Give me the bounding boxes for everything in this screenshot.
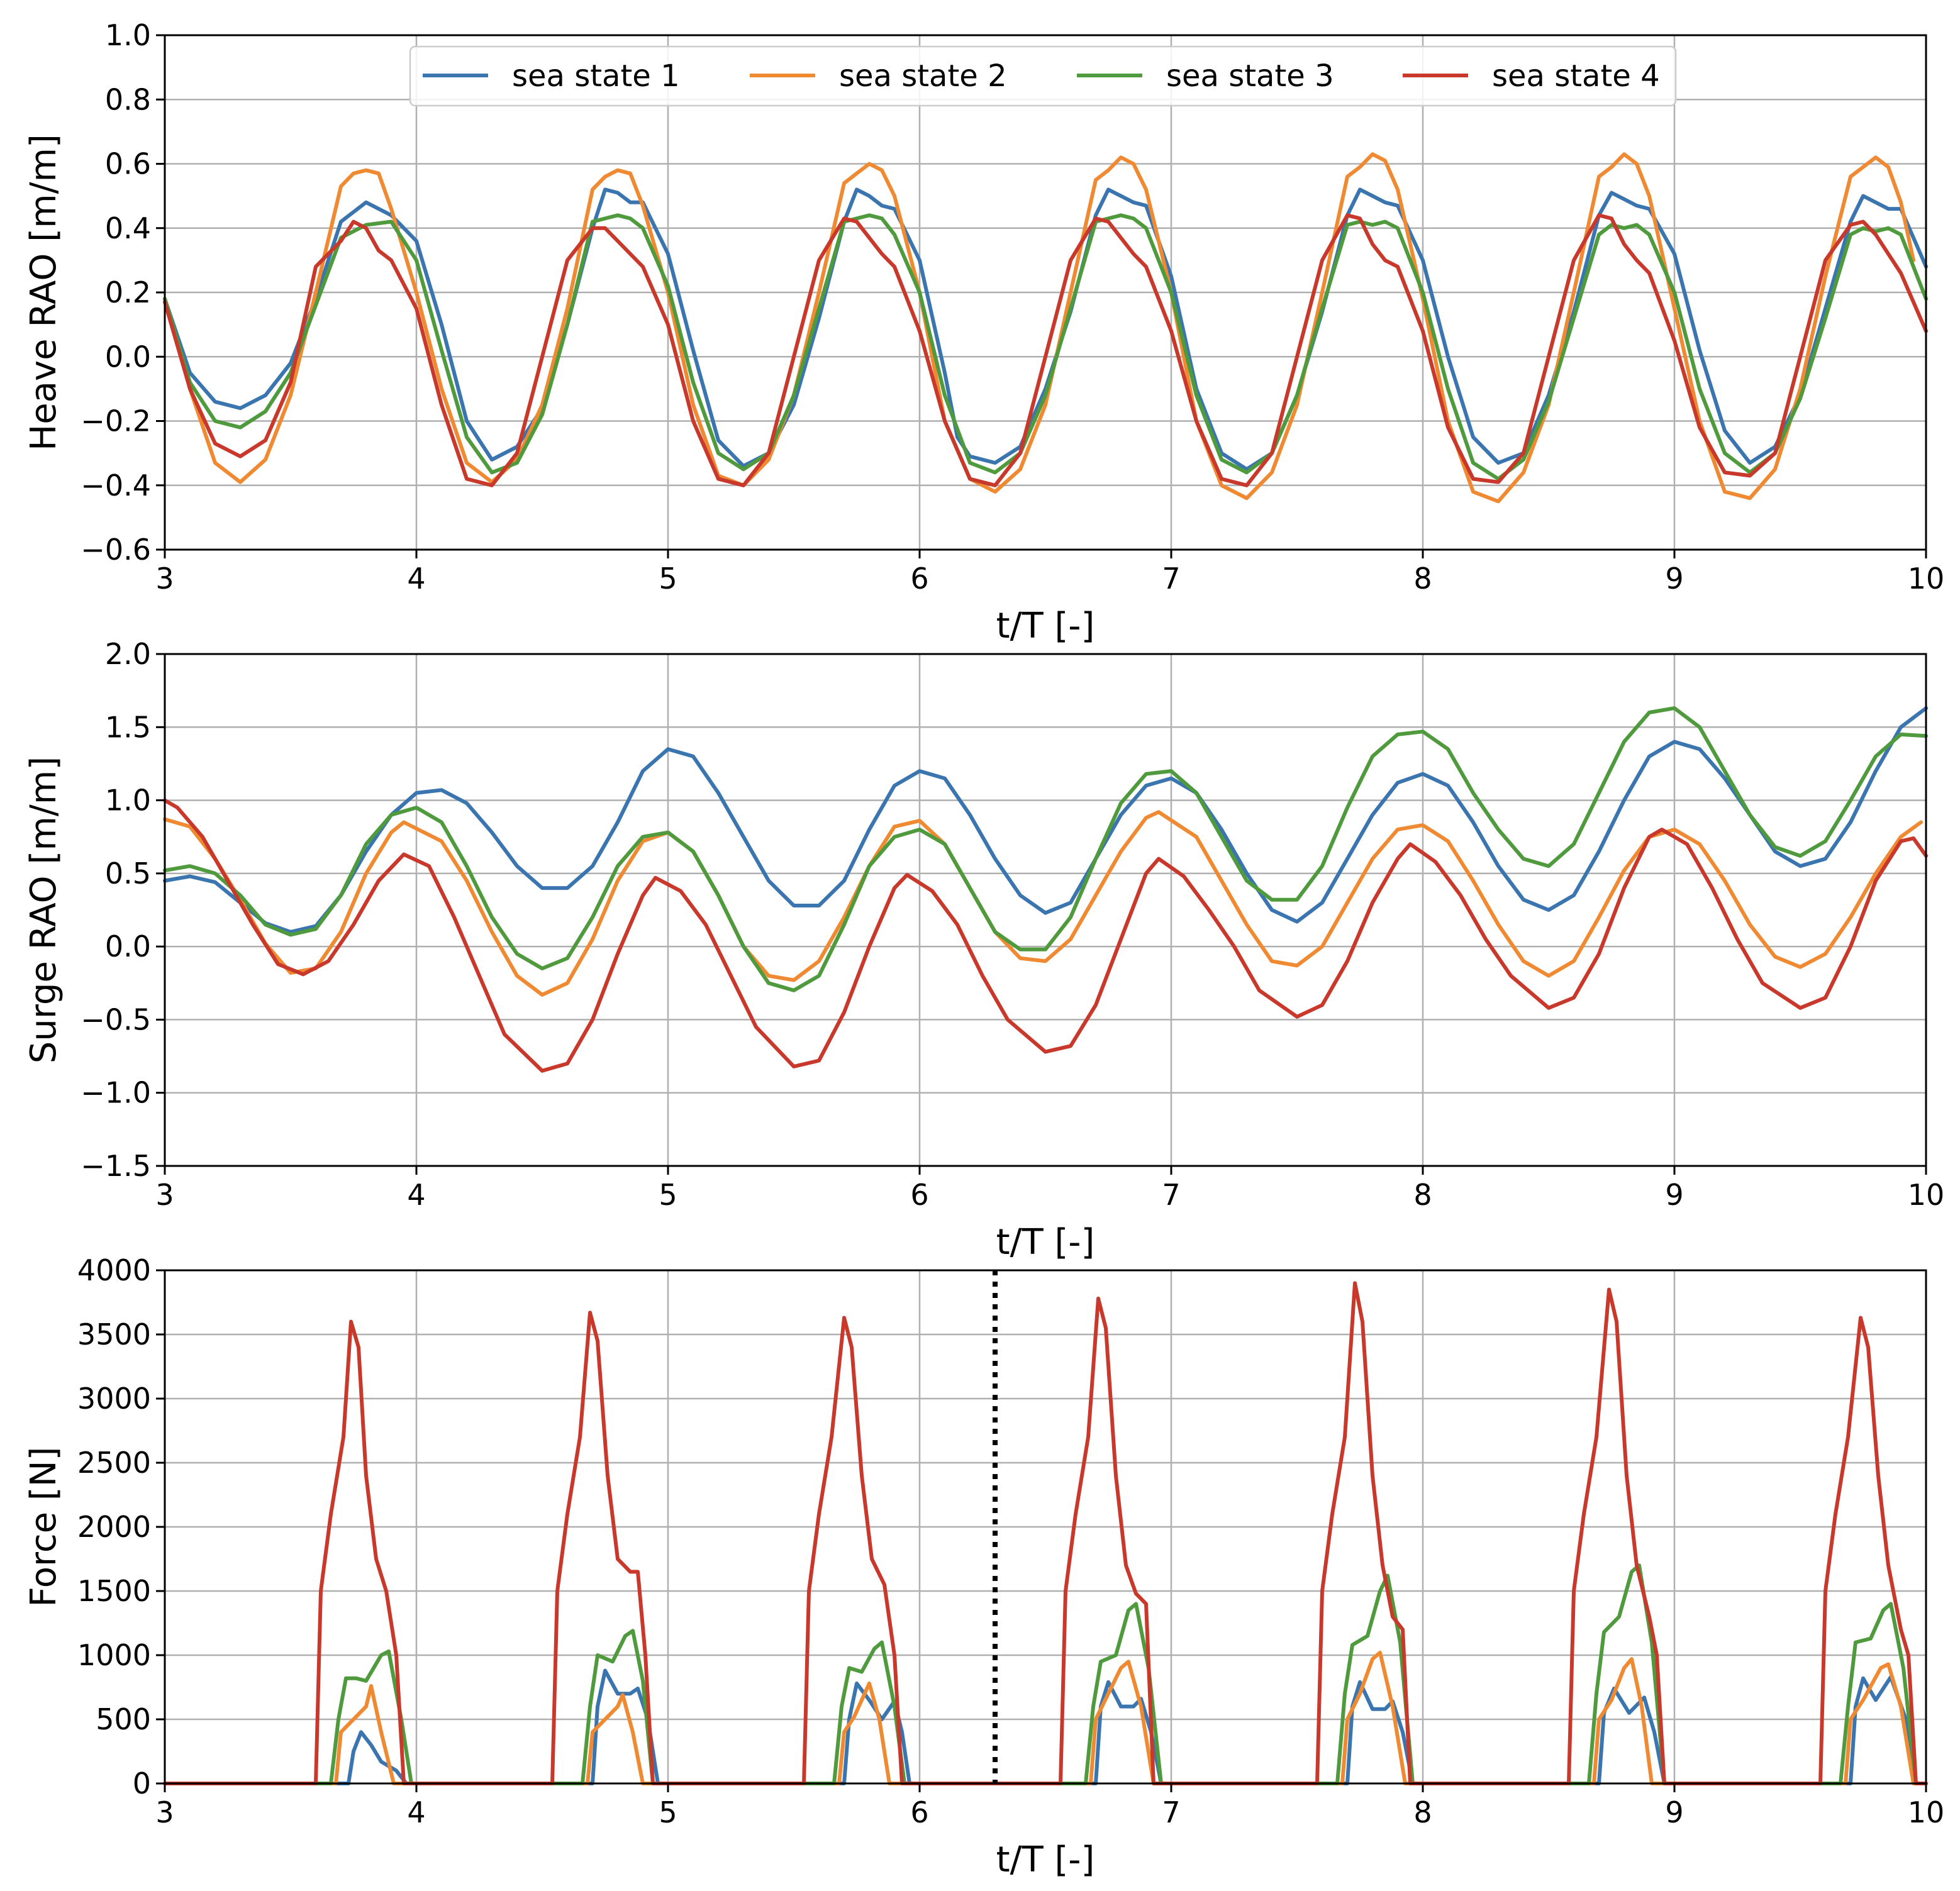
legend: sea state 1 sea state 2 sea state 3 sea sta… bbox=[409, 45, 1677, 107]
x-tick-label: 6 bbox=[910, 1795, 928, 1829]
x-tick-label: 3 bbox=[155, 562, 174, 596]
x-tick-label: 6 bbox=[910, 562, 928, 596]
x-axis-label: t/T [-] bbox=[996, 1839, 1095, 1880]
chart-panel-surge: 3 4 5 6 7 8 9 10 −1.5 −1.0 −0.5 0.0 0.5 1.0 1.5 2.0 t/T … bbox=[23, 637, 1944, 1263]
series-line-sea-state-2 bbox=[163, 152, 1915, 504]
x-axis-label: t/T [-] bbox=[996, 606, 1095, 646]
y-axis-label: Force [N] bbox=[23, 1447, 64, 1607]
series-line-sea-state-1 bbox=[163, 1668, 1928, 1785]
y-tick-label: 2000 bbox=[77, 1510, 151, 1544]
legend-item: sea state 1 bbox=[423, 58, 680, 94]
x-tick-label: 8 bbox=[1413, 562, 1432, 596]
series-line-sea-state-3 bbox=[163, 706, 1928, 992]
x-tick-label: 4 bbox=[407, 1178, 425, 1212]
x-tick-label: 8 bbox=[1413, 1178, 1432, 1212]
legend-label: sea state 4 bbox=[1492, 58, 1660, 94]
y-tick-label: 1.0 bbox=[105, 784, 151, 818]
legend-label: sea state 3 bbox=[1166, 58, 1334, 94]
y-axis-label: Surge RAO [m/m] bbox=[23, 757, 64, 1063]
y-tick-label: −0.5 bbox=[81, 1002, 151, 1036]
y-tick-label: 0.2 bbox=[105, 275, 151, 309]
y-axis-label: Heave RAO [m/m] bbox=[23, 134, 64, 451]
legend-item: sea state 3 bbox=[1077, 58, 1334, 94]
y-tick-label: 0.4 bbox=[105, 211, 151, 245]
y-tick-label: 0.5 bbox=[105, 857, 151, 890]
x-tick-label: 5 bbox=[659, 1795, 677, 1829]
y-tick-label: −1.5 bbox=[81, 1149, 151, 1183]
y-tick-label: 0.8 bbox=[105, 82, 151, 116]
x-tick-label: 5 bbox=[659, 562, 677, 596]
x-tick-label: 6 bbox=[910, 1178, 928, 1212]
x-tick-label: 4 bbox=[407, 1795, 425, 1829]
x-tick-label: 9 bbox=[1665, 1795, 1683, 1829]
y-tick-label: 1000 bbox=[77, 1638, 151, 1672]
x-tick-label: 9 bbox=[1665, 1178, 1683, 1212]
x-axis-label: t/T [-] bbox=[996, 1222, 1095, 1263]
x-tick-label: 4 bbox=[407, 562, 425, 596]
legend-box bbox=[409, 45, 1677, 107]
legend-item: sea state 4 bbox=[1403, 58, 1660, 94]
y-tick-label: 1.5 bbox=[105, 710, 151, 744]
x-tick-label: 10 bbox=[1908, 1178, 1945, 1212]
series-line-sea-state-1 bbox=[163, 187, 1928, 472]
legend-label: sea state 1 bbox=[512, 58, 680, 94]
y-tick-label: 3500 bbox=[77, 1317, 151, 1351]
x-tick-label: 8 bbox=[1413, 1795, 1432, 1829]
x-tick-label: 7 bbox=[1162, 1795, 1180, 1829]
y-tick-label: 1500 bbox=[77, 1574, 151, 1608]
y-tick-label: −1.0 bbox=[81, 1076, 151, 1110]
y-tick-label: 0.0 bbox=[105, 340, 151, 374]
x-tick-label: 5 bbox=[659, 1178, 677, 1212]
y-tick-label: 2500 bbox=[77, 1446, 151, 1480]
y-tick-label: 0 bbox=[133, 1766, 151, 1800]
y-tick-label: 0.6 bbox=[105, 147, 151, 181]
y-tick-label: −0.6 bbox=[81, 533, 151, 567]
chart-panel-force: 3 4 5 6 7 8 9 10 0 500 1000 1500 2000 2500 3000 3500 400… bbox=[23, 1253, 1944, 1880]
y-tick-label: −0.4 bbox=[81, 469, 151, 502]
legend-item: sea state 2 bbox=[750, 58, 1007, 94]
y-tick-label: 0.0 bbox=[105, 929, 151, 963]
x-tick-label: 3 bbox=[155, 1795, 174, 1829]
plot-frame bbox=[164, 653, 1927, 1167]
y-tick-label: 3000 bbox=[77, 1382, 151, 1416]
series-line-sea-state-4 bbox=[163, 213, 1928, 487]
x-tick-label: 7 bbox=[1162, 1178, 1180, 1212]
series-line-sea-state-4 bbox=[163, 798, 1928, 1073]
x-tick-label: 10 bbox=[1908, 1795, 1945, 1829]
series-line-sea-state-2 bbox=[163, 810, 1923, 997]
series-line-sea-state-4 bbox=[163, 1281, 1928, 1785]
y-tick-label: 4000 bbox=[77, 1253, 151, 1287]
series-line-sea-state-1 bbox=[163, 706, 1928, 934]
x-tick-label: 10 bbox=[1908, 562, 1945, 596]
legend-label: sea state 2 bbox=[839, 58, 1007, 94]
y-tick-label: 1.0 bbox=[105, 18, 151, 52]
x-tick-label: 7 bbox=[1162, 562, 1180, 596]
y-tick-label: 2.0 bbox=[105, 637, 151, 671]
series-line-sea-state-2 bbox=[163, 1650, 1928, 1785]
y-tick-label: 500 bbox=[96, 1702, 151, 1736]
x-tick-label: 9 bbox=[1665, 562, 1683, 596]
chart-panel-heave: 3 4 5 6 7 8 9 10 −0.6 −0.4 −0.2 0.0 0.2 0.4 0.6 0.8 1.0 t… bbox=[23, 18, 1944, 646]
x-tick-label: 3 bbox=[155, 1178, 174, 1212]
y-tick-label: −0.2 bbox=[81, 404, 151, 438]
